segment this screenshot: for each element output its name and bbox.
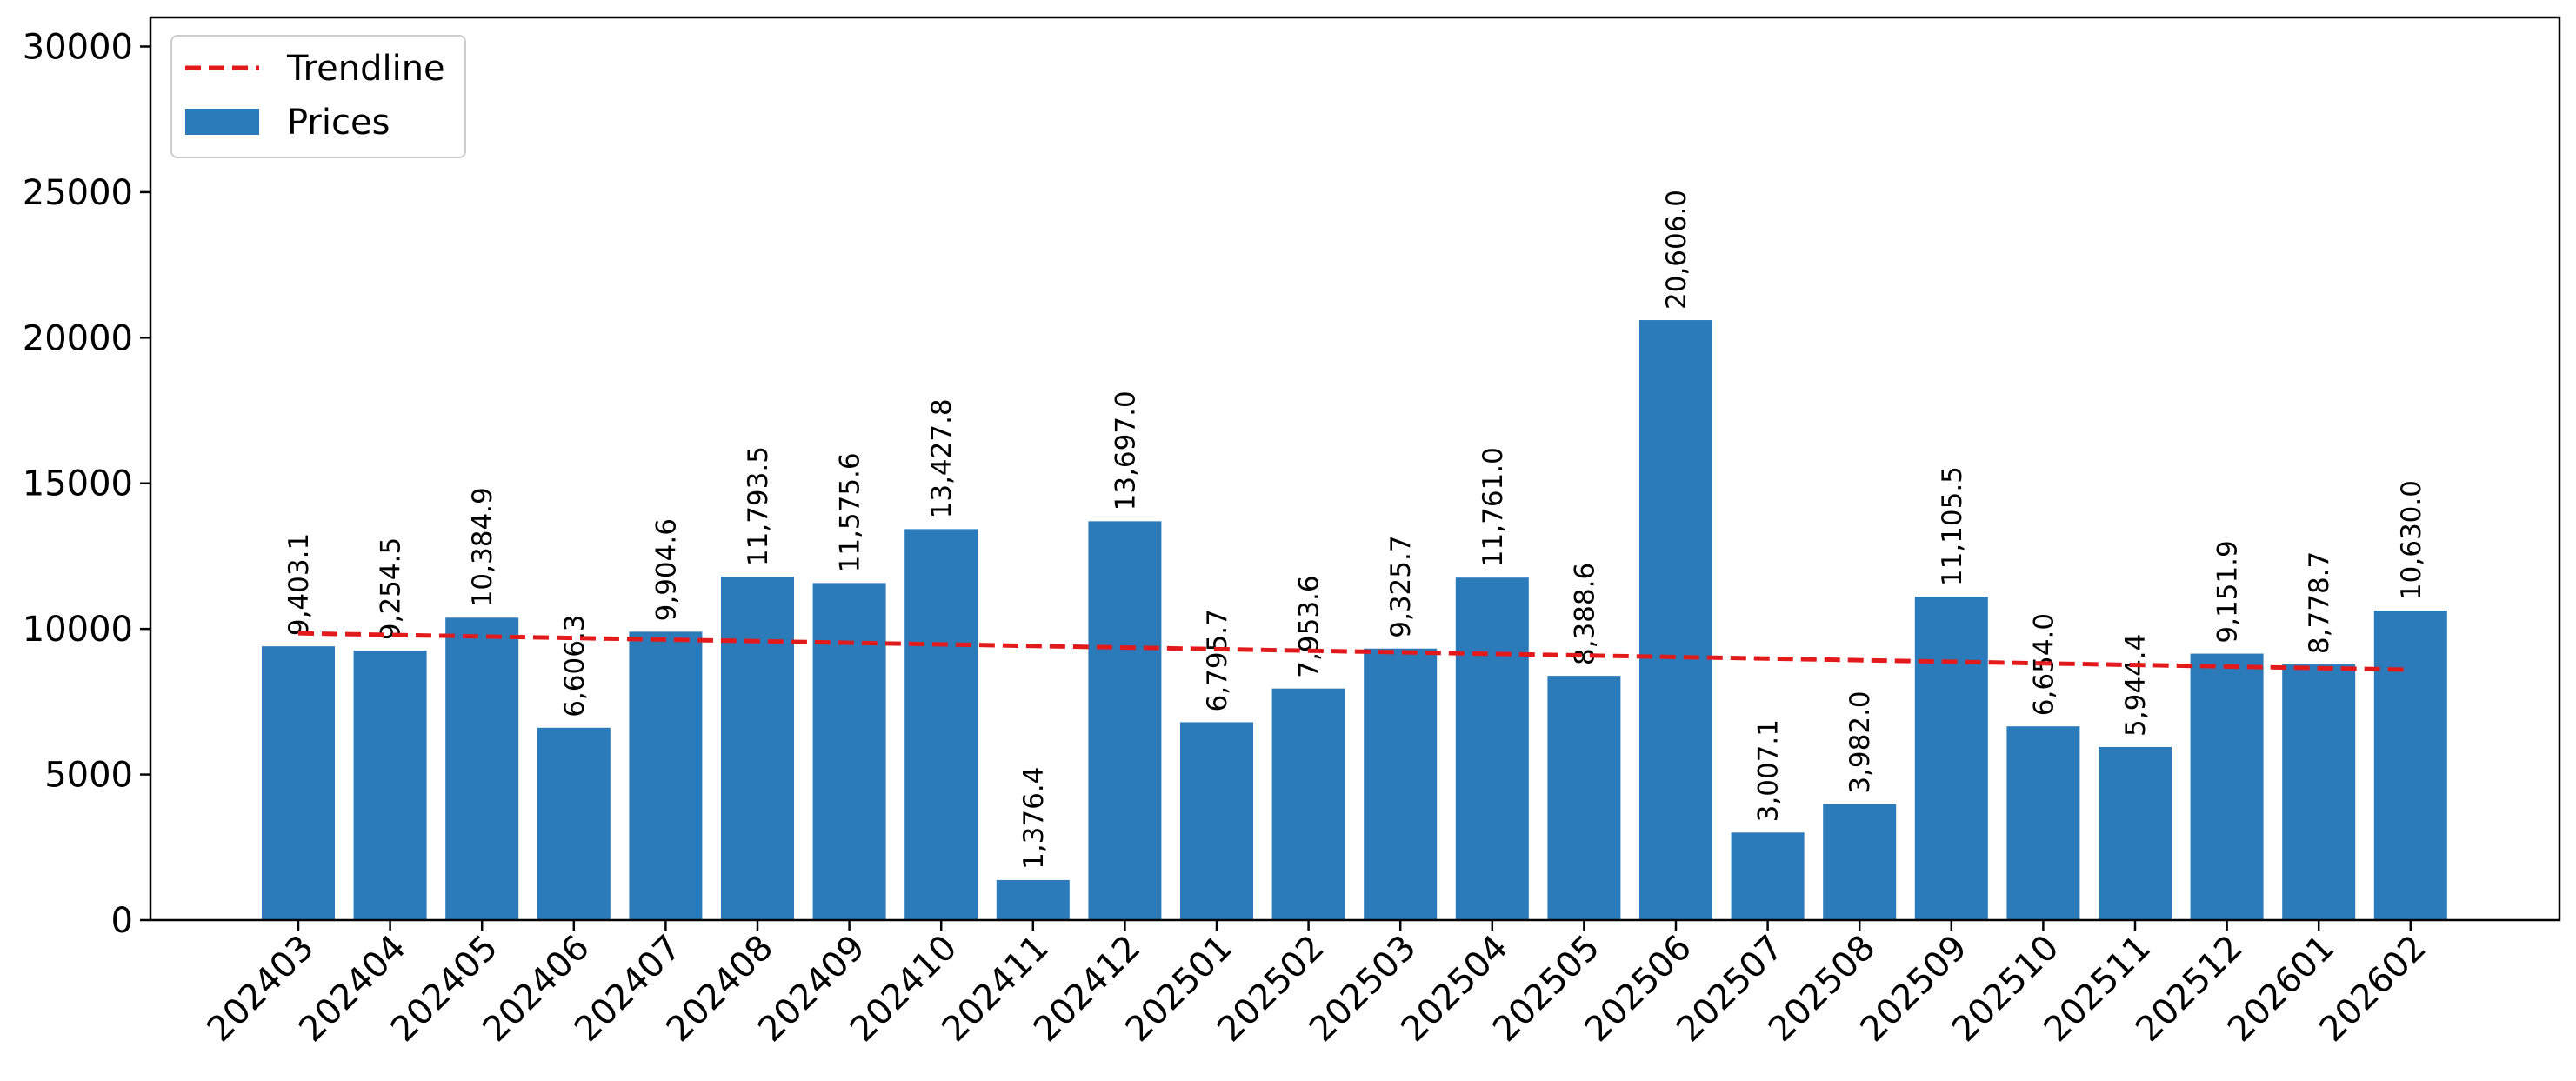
data-label-202503: 9,325.7 [1385, 535, 1417, 637]
data-label-202408: 11,793.5 [743, 446, 774, 566]
bar-202503 [1364, 648, 1438, 920]
data-label-202508: 3,982.0 [1845, 691, 1876, 793]
legend-prices-swatch [185, 109, 259, 135]
bar-202505 [1547, 676, 1621, 920]
bar-202508 [1823, 804, 1897, 920]
data-label-202405: 10,384.9 [467, 487, 498, 607]
bar-202512 [2190, 653, 2264, 920]
data-label-202602: 10,630.0 [2396, 480, 2427, 600]
bar-202507 [1731, 832, 1805, 920]
data-label-202507: 3,007.1 [1753, 719, 1785, 822]
data-label-202412: 13,697.0 [1110, 390, 1141, 510]
bar-202406 [537, 727, 611, 920]
axes-frame [149, 16, 2561, 922]
bar-202506 [1639, 320, 1712, 920]
data-label-202509: 11,105.5 [1937, 466, 1968, 586]
data-label-202501: 6,795.7 [1202, 609, 1233, 711]
bar-202408 [721, 577, 794, 920]
data-label-202403: 9,403.1 [284, 533, 315, 636]
bar-202602 [2373, 611, 2447, 920]
y-tick-label: 10000 [23, 610, 133, 650]
bar-202405 [445, 617, 519, 920]
y-axis: 0 5000 10000 15000 20000 25000 30000 [23, 27, 150, 941]
bar-202409 [812, 583, 886, 920]
data-label-202601: 8,778.7 [2304, 551, 2335, 654]
data-label-202404: 9,254.5 [376, 537, 407, 640]
bar-202509 [1914, 597, 1988, 920]
y-tick-label: 5000 [44, 756, 133, 796]
data-label-202411: 1,376.4 [1018, 767, 1050, 870]
data-label-202502: 7,953.6 [1294, 575, 1325, 677]
bar-202404 [353, 651, 427, 920]
bar-202403 [262, 646, 335, 920]
data-label-202506: 20,606.0 [1661, 190, 1692, 310]
data-label-202409: 11,575.6 [835, 452, 866, 572]
y-tick-label: 30000 [23, 27, 133, 67]
bar-202407 [629, 631, 703, 920]
y-tick-label: 20000 [23, 318, 133, 358]
data-label-202504: 11,761.0 [1478, 447, 1509, 567]
bar-202412 [1088, 521, 1162, 920]
y-tick-label: 15000 [23, 464, 133, 504]
trendline [297, 631, 2411, 672]
legend-label-trendline: Trendline [286, 49, 445, 89]
legend-label-prices: Prices [287, 103, 390, 143]
bars-group [262, 320, 2447, 920]
bar-202504 [1455, 577, 1529, 920]
data-labels-group: 9,403.1 9,254.5 10,384.9 6,606.3 9,904.6 11,7… [284, 190, 2427, 870]
y-tick-label: 25000 [23, 173, 133, 213]
data-label-202406: 6,606.3 [559, 614, 591, 717]
bar-202601 [2282, 664, 2356, 920]
data-label-202410: 13,427.8 [926, 398, 958, 518]
legend: Trendline Prices [170, 35, 466, 158]
data-label-202512: 9,151.9 [2212, 540, 2244, 643]
bar-202411 [996, 879, 1070, 920]
data-label-202505: 8,388.6 [1569, 563, 1600, 665]
bar-202410 [904, 529, 978, 920]
bar-202501 [1180, 722, 1253, 920]
x-axis: 2024032024042024052024062024072024082024… [200, 920, 2434, 1050]
bar-202510 [2006, 726, 2080, 920]
bar-202511 [2099, 746, 2172, 920]
bar-202502 [1271, 688, 1345, 920]
y-tick-label: 0 [111, 901, 133, 941]
data-label-202407: 9,904.6 [651, 518, 682, 621]
data-label-202511: 5,944.4 [2120, 634, 2152, 737]
